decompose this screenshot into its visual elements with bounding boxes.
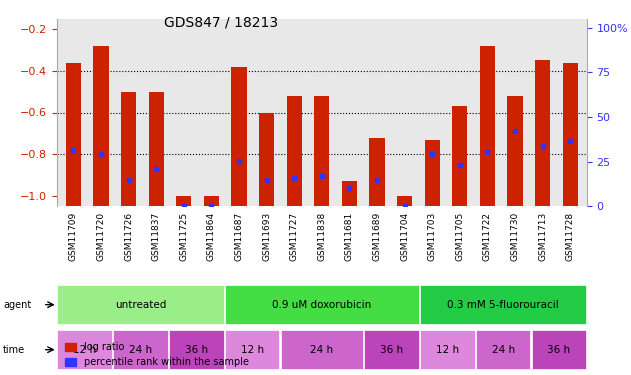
Text: GSM11730: GSM11730 bbox=[510, 212, 519, 261]
Bar bbox=[425, 140, 440, 206]
Text: 12 h: 12 h bbox=[73, 345, 97, 355]
Bar bbox=[66, 63, 81, 206]
Bar bbox=[397, 196, 412, 206]
Text: 36 h: 36 h bbox=[547, 345, 570, 355]
Text: 36 h: 36 h bbox=[380, 345, 403, 355]
Bar bbox=[480, 46, 495, 206]
Text: GSM11728: GSM11728 bbox=[566, 212, 575, 261]
Text: GSM11838: GSM11838 bbox=[317, 212, 326, 261]
Bar bbox=[93, 46, 109, 206]
Text: GSM11727: GSM11727 bbox=[290, 212, 298, 261]
Legend: log ratio, percentile rank within the sample: log ratio, percentile rank within the sa… bbox=[62, 339, 252, 370]
Text: GSM11693: GSM11693 bbox=[262, 212, 271, 261]
Bar bbox=[204, 196, 219, 206]
Text: 0.3 mM 5-fluorouracil: 0.3 mM 5-fluorouracil bbox=[447, 300, 559, 310]
Text: GSM11722: GSM11722 bbox=[483, 212, 492, 261]
Text: time: time bbox=[3, 345, 25, 355]
Text: GSM11703: GSM11703 bbox=[428, 212, 437, 261]
Text: 24 h: 24 h bbox=[129, 345, 152, 355]
Bar bbox=[176, 196, 191, 206]
Text: GSM11709: GSM11709 bbox=[69, 212, 78, 261]
Text: 24 h: 24 h bbox=[310, 345, 333, 355]
Text: untreated: untreated bbox=[115, 300, 166, 310]
Bar bbox=[314, 96, 329, 206]
Text: GSM11687: GSM11687 bbox=[235, 212, 244, 261]
FancyBboxPatch shape bbox=[531, 330, 586, 369]
Text: GSM11725: GSM11725 bbox=[179, 212, 188, 261]
Bar bbox=[259, 112, 274, 206]
FancyBboxPatch shape bbox=[169, 330, 223, 369]
Text: 12 h: 12 h bbox=[436, 345, 459, 355]
Bar bbox=[507, 96, 522, 206]
Bar bbox=[342, 181, 357, 206]
FancyBboxPatch shape bbox=[281, 330, 363, 369]
FancyBboxPatch shape bbox=[364, 330, 419, 369]
Text: GSM11864: GSM11864 bbox=[207, 212, 216, 261]
Text: GSM11713: GSM11713 bbox=[538, 212, 547, 261]
Text: GSM11726: GSM11726 bbox=[124, 212, 133, 261]
Text: GSM11705: GSM11705 bbox=[456, 212, 464, 261]
Bar bbox=[563, 63, 578, 206]
Bar bbox=[535, 60, 550, 206]
Bar bbox=[148, 92, 164, 206]
Text: GSM11681: GSM11681 bbox=[345, 212, 354, 261]
FancyBboxPatch shape bbox=[113, 330, 168, 369]
FancyBboxPatch shape bbox=[225, 285, 419, 324]
Bar bbox=[232, 67, 247, 206]
FancyBboxPatch shape bbox=[420, 330, 475, 369]
FancyBboxPatch shape bbox=[476, 330, 531, 369]
Bar bbox=[286, 96, 302, 206]
FancyBboxPatch shape bbox=[420, 285, 586, 324]
Bar bbox=[369, 138, 385, 206]
Text: 36 h: 36 h bbox=[185, 345, 208, 355]
Text: GDS847 / 18213: GDS847 / 18213 bbox=[164, 15, 278, 29]
Text: GSM11704: GSM11704 bbox=[400, 212, 409, 261]
FancyBboxPatch shape bbox=[57, 285, 223, 324]
Text: 0.9 uM doxorubicin: 0.9 uM doxorubicin bbox=[272, 300, 372, 310]
Text: GSM11837: GSM11837 bbox=[151, 212, 161, 261]
FancyBboxPatch shape bbox=[57, 330, 112, 369]
Bar bbox=[452, 106, 468, 206]
Text: agent: agent bbox=[3, 300, 32, 310]
Text: GSM11689: GSM11689 bbox=[372, 212, 382, 261]
Text: GSM11720: GSM11720 bbox=[97, 212, 105, 261]
FancyBboxPatch shape bbox=[225, 330, 280, 369]
Bar bbox=[121, 92, 136, 206]
Text: 12 h: 12 h bbox=[240, 345, 264, 355]
Text: 24 h: 24 h bbox=[492, 345, 515, 355]
